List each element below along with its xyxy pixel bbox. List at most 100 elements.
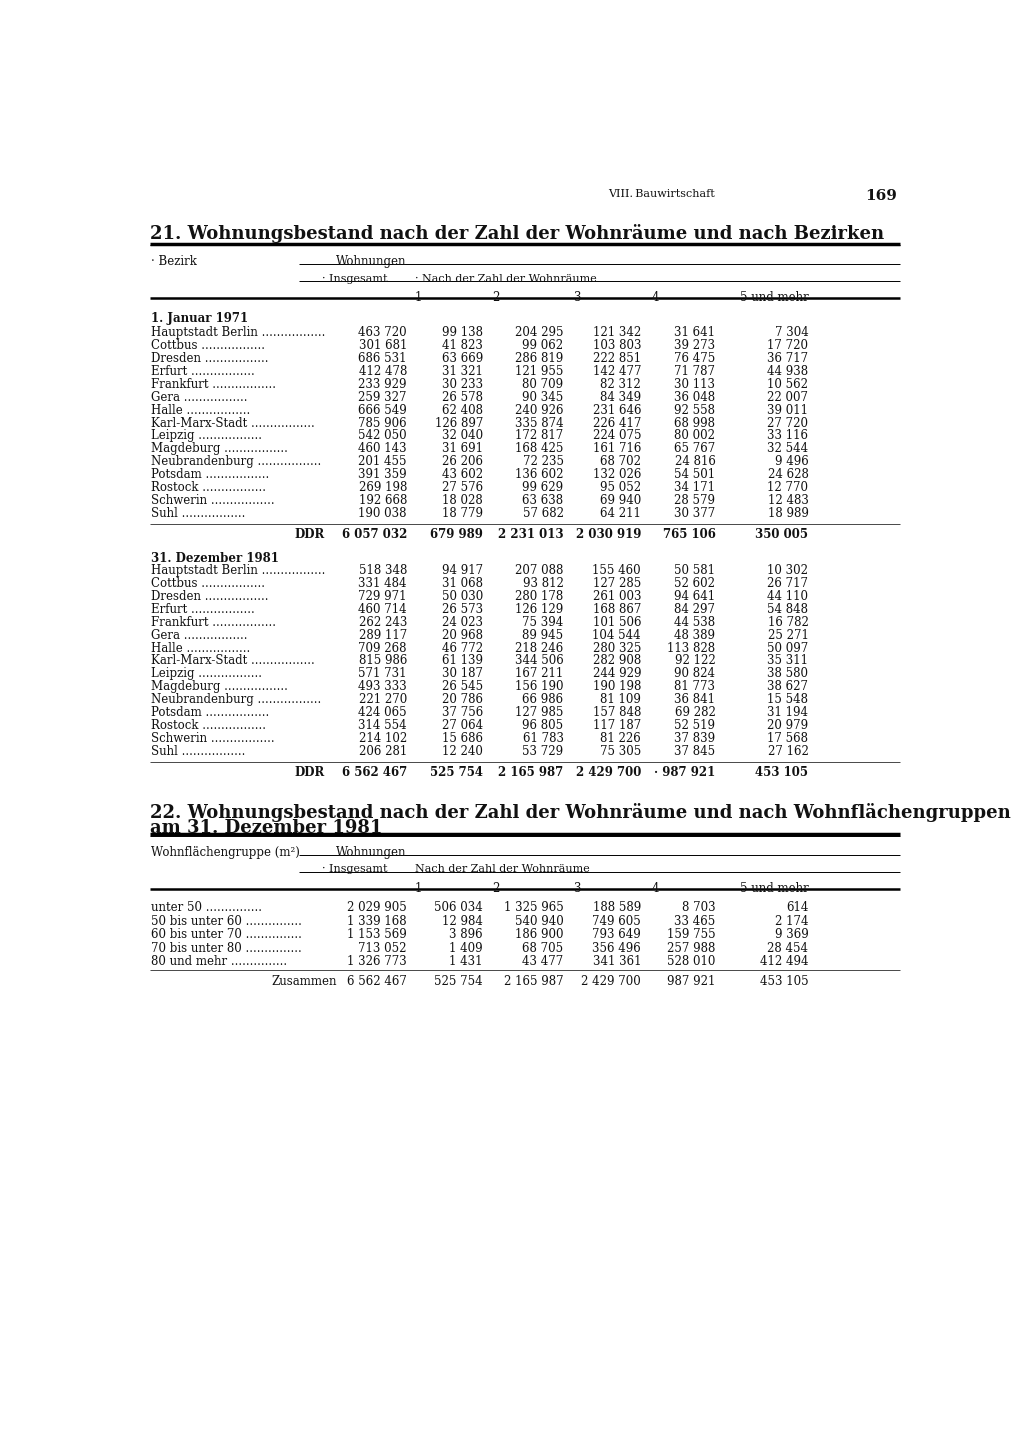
Text: Magdeburg .................: Magdeburg ................. [152, 681, 288, 694]
Text: 39 273: 39 273 [675, 338, 716, 353]
Text: 412 478: 412 478 [358, 365, 407, 378]
Text: 2 231 013: 2 231 013 [498, 529, 563, 542]
Text: 506 034: 506 034 [434, 901, 483, 914]
Text: 84 349: 84 349 [600, 391, 641, 404]
Text: 289 117: 289 117 [358, 629, 407, 642]
Text: 44 538: 44 538 [675, 616, 716, 629]
Text: 37 845: 37 845 [675, 745, 716, 758]
Text: DDR: DDR [295, 767, 325, 780]
Text: 24 816: 24 816 [675, 456, 716, 469]
Text: 28 454: 28 454 [767, 941, 809, 954]
Text: 61 783: 61 783 [522, 732, 563, 745]
Text: 80 und mehr ...............: 80 und mehr ............... [152, 954, 288, 969]
Text: 168 867: 168 867 [593, 603, 641, 616]
Text: 2 029 905: 2 029 905 [347, 901, 407, 914]
Text: 31 068: 31 068 [442, 577, 483, 590]
Text: 6 562 467: 6 562 467 [342, 767, 407, 780]
Text: 155 460: 155 460 [593, 565, 641, 577]
Text: 27 162: 27 162 [768, 745, 809, 758]
Text: 81 109: 81 109 [600, 694, 641, 706]
Text: 341 361: 341 361 [593, 954, 641, 969]
Text: 20 786: 20 786 [442, 694, 483, 706]
Text: 1: 1 [415, 881, 422, 894]
Text: 1 431: 1 431 [450, 954, 483, 969]
Text: 81 226: 81 226 [600, 732, 641, 745]
Text: 50 030: 50 030 [441, 590, 483, 603]
Text: 261 003: 261 003 [593, 590, 641, 603]
Text: 99 629: 99 629 [522, 481, 563, 494]
Text: 192 668: 192 668 [358, 494, 407, 507]
Text: 65 767: 65 767 [674, 443, 716, 456]
Text: 27 576: 27 576 [441, 481, 483, 494]
Text: 30 377: 30 377 [674, 507, 716, 520]
Text: 54 848: 54 848 [767, 603, 809, 616]
Text: 76 475: 76 475 [674, 353, 716, 365]
Text: 39 011: 39 011 [767, 404, 809, 417]
Text: 94 917: 94 917 [441, 565, 483, 577]
Text: 36 717: 36 717 [767, 353, 809, 365]
Text: 8 703: 8 703 [682, 901, 716, 914]
Text: Frankfurt .................: Frankfurt ................. [152, 616, 276, 629]
Text: 10 562: 10 562 [767, 378, 809, 391]
Text: 460 143: 460 143 [358, 443, 407, 456]
Text: 244 929: 244 929 [593, 668, 641, 681]
Text: 1 409: 1 409 [450, 941, 483, 954]
Text: 68 998: 68 998 [675, 417, 716, 430]
Text: 686 531: 686 531 [358, 353, 407, 365]
Text: · Bezirk: · Bezirk [152, 255, 198, 268]
Text: 6 562 467: 6 562 467 [347, 976, 407, 989]
Text: 231 646: 231 646 [593, 404, 641, 417]
Text: 525 754: 525 754 [434, 976, 483, 989]
Text: 18 779: 18 779 [442, 507, 483, 520]
Text: 453 105: 453 105 [756, 767, 809, 780]
Text: 156 190: 156 190 [515, 681, 563, 694]
Text: 1 339 168: 1 339 168 [347, 914, 407, 927]
Text: unter 50 ...............: unter 50 ............... [152, 901, 262, 914]
Text: 52 602: 52 602 [675, 577, 716, 590]
Text: 518 348: 518 348 [358, 565, 407, 577]
Text: 159 755: 159 755 [667, 929, 716, 941]
Text: Dresden .................: Dresden ................. [152, 590, 268, 603]
Text: 224 075: 224 075 [593, 430, 641, 443]
Text: 70 bis unter 80 ...............: 70 bis unter 80 ............... [152, 941, 302, 954]
Text: 157 848: 157 848 [593, 706, 641, 719]
Text: 540 940: 540 940 [515, 914, 563, 927]
Text: 6 057 032: 6 057 032 [342, 529, 407, 542]
Text: 31 641: 31 641 [675, 325, 716, 340]
Text: · Insgesamt: · Insgesamt [322, 864, 387, 874]
Text: 63 638: 63 638 [522, 494, 563, 507]
Text: 207 088: 207 088 [515, 565, 563, 577]
Text: 1 326 773: 1 326 773 [347, 954, 407, 969]
Text: 749 605: 749 605 [592, 914, 641, 927]
Text: 161 716: 161 716 [593, 443, 641, 456]
Text: 69 940: 69 940 [600, 494, 641, 507]
Text: 301 681: 301 681 [358, 338, 407, 353]
Text: 66 986: 66 986 [522, 694, 563, 706]
Text: 5 und mehr: 5 und mehr [740, 881, 809, 894]
Text: 5 und mehr: 5 und mehr [740, 291, 809, 304]
Text: 2: 2 [493, 881, 500, 894]
Text: 101 506: 101 506 [593, 616, 641, 629]
Text: 38 627: 38 627 [767, 681, 809, 694]
Text: 72 235: 72 235 [522, 456, 563, 469]
Text: 32 544: 32 544 [767, 443, 809, 456]
Text: Frankfurt .................: Frankfurt ................. [152, 378, 276, 391]
Text: 335 874: 335 874 [515, 417, 563, 430]
Text: 75 305: 75 305 [600, 745, 641, 758]
Text: 80 002: 80 002 [675, 430, 716, 443]
Text: 3: 3 [573, 881, 582, 894]
Text: 331 484: 331 484 [358, 577, 407, 590]
Text: Schwerin .................: Schwerin ................. [152, 732, 274, 745]
Text: 103 803: 103 803 [593, 338, 641, 353]
Text: Nach der Zahl der Wohnräume: Nach der Zahl der Wohnräume [415, 864, 590, 874]
Text: 26 578: 26 578 [442, 391, 483, 404]
Text: · 987 921: · 987 921 [654, 767, 716, 780]
Text: 142 477: 142 477 [593, 365, 641, 378]
Text: Hauptstadt Berlin .................: Hauptstadt Berlin ................. [152, 325, 326, 340]
Text: 44 110: 44 110 [767, 590, 809, 603]
Text: Neubrandenburg .................: Neubrandenburg ................. [152, 694, 322, 706]
Text: 713 052: 713 052 [358, 941, 407, 954]
Text: 26 545: 26 545 [441, 681, 483, 694]
Text: 18 028: 18 028 [442, 494, 483, 507]
Text: 132 026: 132 026 [593, 469, 641, 481]
